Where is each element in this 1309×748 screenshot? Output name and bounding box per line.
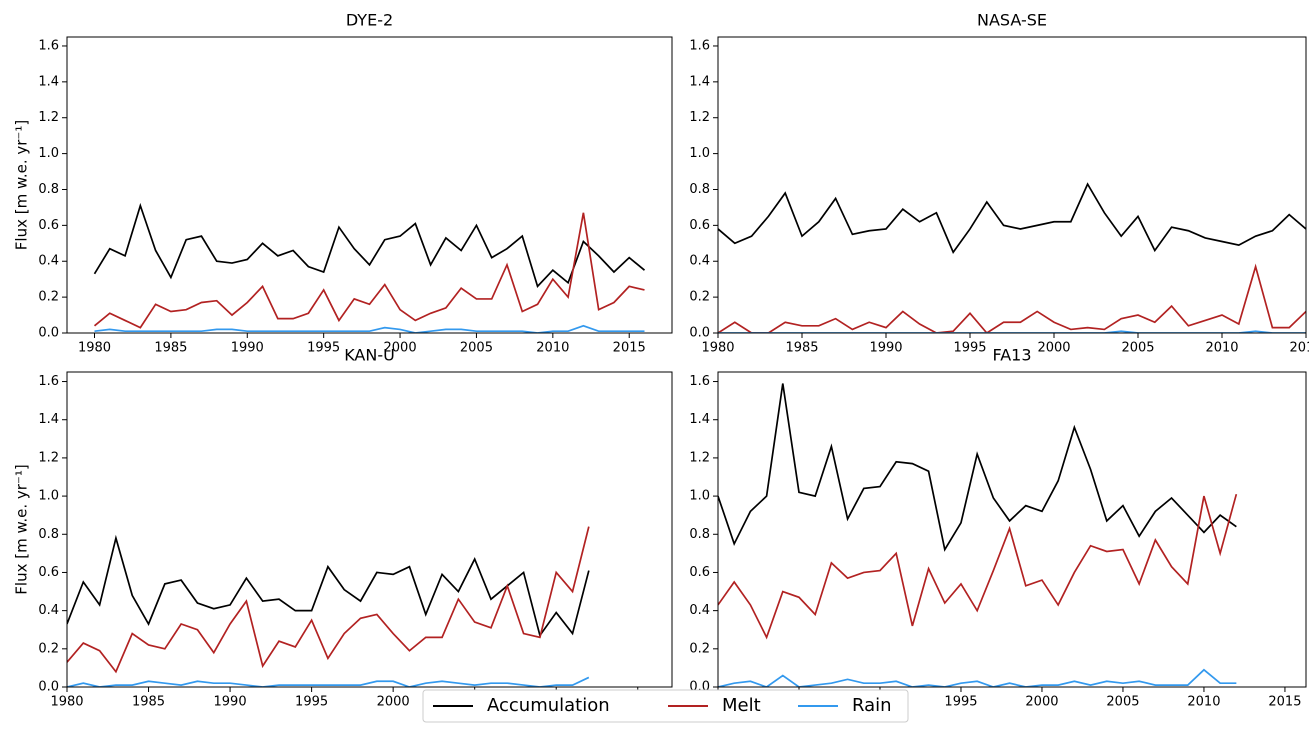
x-tick-label: 1990 xyxy=(231,341,264,356)
legend-frame xyxy=(422,689,909,723)
y-tick-label: 0.2 xyxy=(689,290,710,305)
series-line xyxy=(718,263,1306,333)
y-axis-label: Flux [m w.e. yr⁻¹] xyxy=(13,464,31,594)
axes-frame xyxy=(717,371,1307,688)
legend: Accumulation Melt Rain xyxy=(422,689,909,723)
x-tick-label: 1995 xyxy=(944,695,977,710)
legend-label: Accumulation xyxy=(487,695,610,716)
y-tick-label: 1.6 xyxy=(38,374,59,389)
y-tick-label: 0.8 xyxy=(689,527,710,542)
x-tick-label: 1985 xyxy=(132,695,165,710)
subplot: DYE-2 Flux [m w.e. yr⁻¹] 0.0 0.2 0.4 0.6 0.8 1.… xyxy=(13,11,673,356)
y-tick-label: 1.6 xyxy=(689,38,710,53)
series-line xyxy=(718,668,1237,687)
y-tick-label: 0.2 xyxy=(38,290,59,305)
x-tick-label: 1980 xyxy=(701,341,734,356)
y-tick-label: 1.0 xyxy=(689,489,710,504)
y-tick-label: 0.0 xyxy=(689,326,710,341)
x-tick-label: 1985 xyxy=(785,341,818,356)
subplot-title: NASA-SE xyxy=(977,11,1047,30)
y-tick-label: 1.0 xyxy=(689,146,710,161)
y-tick-label: 1.4 xyxy=(38,74,59,89)
x-tick-label: 2010 xyxy=(1205,341,1238,356)
axes-frame xyxy=(66,36,673,334)
y-tick-label: 0.4 xyxy=(38,603,59,618)
x-tick-label: 2010 xyxy=(1187,695,1220,710)
y-tick-label: 0.6 xyxy=(689,565,710,580)
x-tick-label: 2005 xyxy=(460,341,493,356)
x-tick-label: 2015 xyxy=(613,341,646,356)
series-line xyxy=(718,182,1306,254)
x-tick-label: 1990 xyxy=(869,341,902,356)
x-tick-label: 2010 xyxy=(536,341,569,356)
y-tick-label: 1.0 xyxy=(38,146,59,161)
x-tick-label: 2015 xyxy=(1289,341,1309,356)
series-line xyxy=(94,324,645,333)
series-line xyxy=(718,383,1237,552)
x-tick-label: 2000 xyxy=(377,695,410,710)
x-tick-label: 2000 xyxy=(1025,695,1058,710)
y-axis-label: Flux [m w.e. yr⁻¹] xyxy=(13,120,31,250)
x-tick-label: 1990 xyxy=(214,695,247,710)
x-tick-label: 1985 xyxy=(154,341,187,356)
y-tick-label: 1.6 xyxy=(689,374,710,389)
axes-frame xyxy=(66,371,673,688)
series-line xyxy=(67,534,590,638)
y-tick-label: 0.0 xyxy=(38,680,59,695)
x-tick-label: 1980 xyxy=(50,695,83,710)
y-tick-label: 0.6 xyxy=(38,218,59,233)
x-tick-label: 2005 xyxy=(1121,341,1154,356)
subplot-title: KAN-U xyxy=(344,346,395,365)
y-tick-label: 1.2 xyxy=(689,110,710,125)
subplot-title: DYE-2 xyxy=(346,11,393,30)
series-line xyxy=(67,676,590,687)
y-tick-label: 0.4 xyxy=(689,254,710,269)
plot-area xyxy=(718,182,1306,333)
x-tick-label: 1995 xyxy=(295,695,328,710)
series-line xyxy=(93,202,646,289)
subplot: NASA-SE 0.0 0.2 0.4 0.6 0.8 1.0 1.2 1.4 1.6 1980 19… xyxy=(689,11,1309,356)
x-tick-label: 2000 xyxy=(384,341,417,356)
x-tick-label: 1995 xyxy=(953,341,986,356)
y-tick-label: 0.4 xyxy=(38,254,59,269)
series-line xyxy=(67,526,590,674)
y-tick-label: 0.2 xyxy=(38,641,59,656)
y-tick-label: 0.8 xyxy=(38,527,59,542)
subplot: KAN-U Flux [m w.e. yr⁻¹] 0.0 0.2 0.4 0.6 0.8 1.… xyxy=(13,346,673,710)
legend-label: Melt xyxy=(722,695,761,716)
series-line xyxy=(93,212,645,329)
y-tick-label: 1.2 xyxy=(38,110,59,125)
plot-area xyxy=(93,202,646,333)
y-tick-label: 0.8 xyxy=(689,182,710,197)
y-tick-label: 0.6 xyxy=(38,565,59,580)
y-tick-label: 0.2 xyxy=(689,641,710,656)
x-tick-label: 2005 xyxy=(1106,695,1139,710)
y-tick-label: 1.4 xyxy=(689,74,710,89)
subplot: FA130.00.20.40.60.81.01.21.41.6198019851… xyxy=(689,346,1307,710)
plot-area xyxy=(718,383,1238,687)
x-tick-label: 2015 xyxy=(1268,695,1301,710)
y-tick-label: 1.0 xyxy=(38,489,59,504)
series-line xyxy=(718,493,1238,640)
plot-area xyxy=(67,526,590,687)
x-tick-label: 1980 xyxy=(78,341,111,356)
axes-frame xyxy=(717,36,1307,334)
subplot-title: FA13 xyxy=(992,346,1031,365)
y-tick-label: 1.6 xyxy=(38,38,59,53)
y-tick-label: 0.8 xyxy=(38,182,59,197)
y-tick-label: 1.4 xyxy=(689,412,710,427)
y-tick-label: 1.4 xyxy=(38,412,59,427)
y-tick-label: 0.6 xyxy=(689,218,710,233)
legend-label: Rain xyxy=(852,695,892,716)
y-tick-label: 0.0 xyxy=(38,326,59,341)
x-tick-label: 2000 xyxy=(1037,341,1070,356)
x-tick-label: 1995 xyxy=(307,341,340,356)
y-tick-label: 1.2 xyxy=(689,450,710,465)
y-tick-label: 1.2 xyxy=(38,450,59,465)
y-tick-label: 0.4 xyxy=(689,603,710,618)
